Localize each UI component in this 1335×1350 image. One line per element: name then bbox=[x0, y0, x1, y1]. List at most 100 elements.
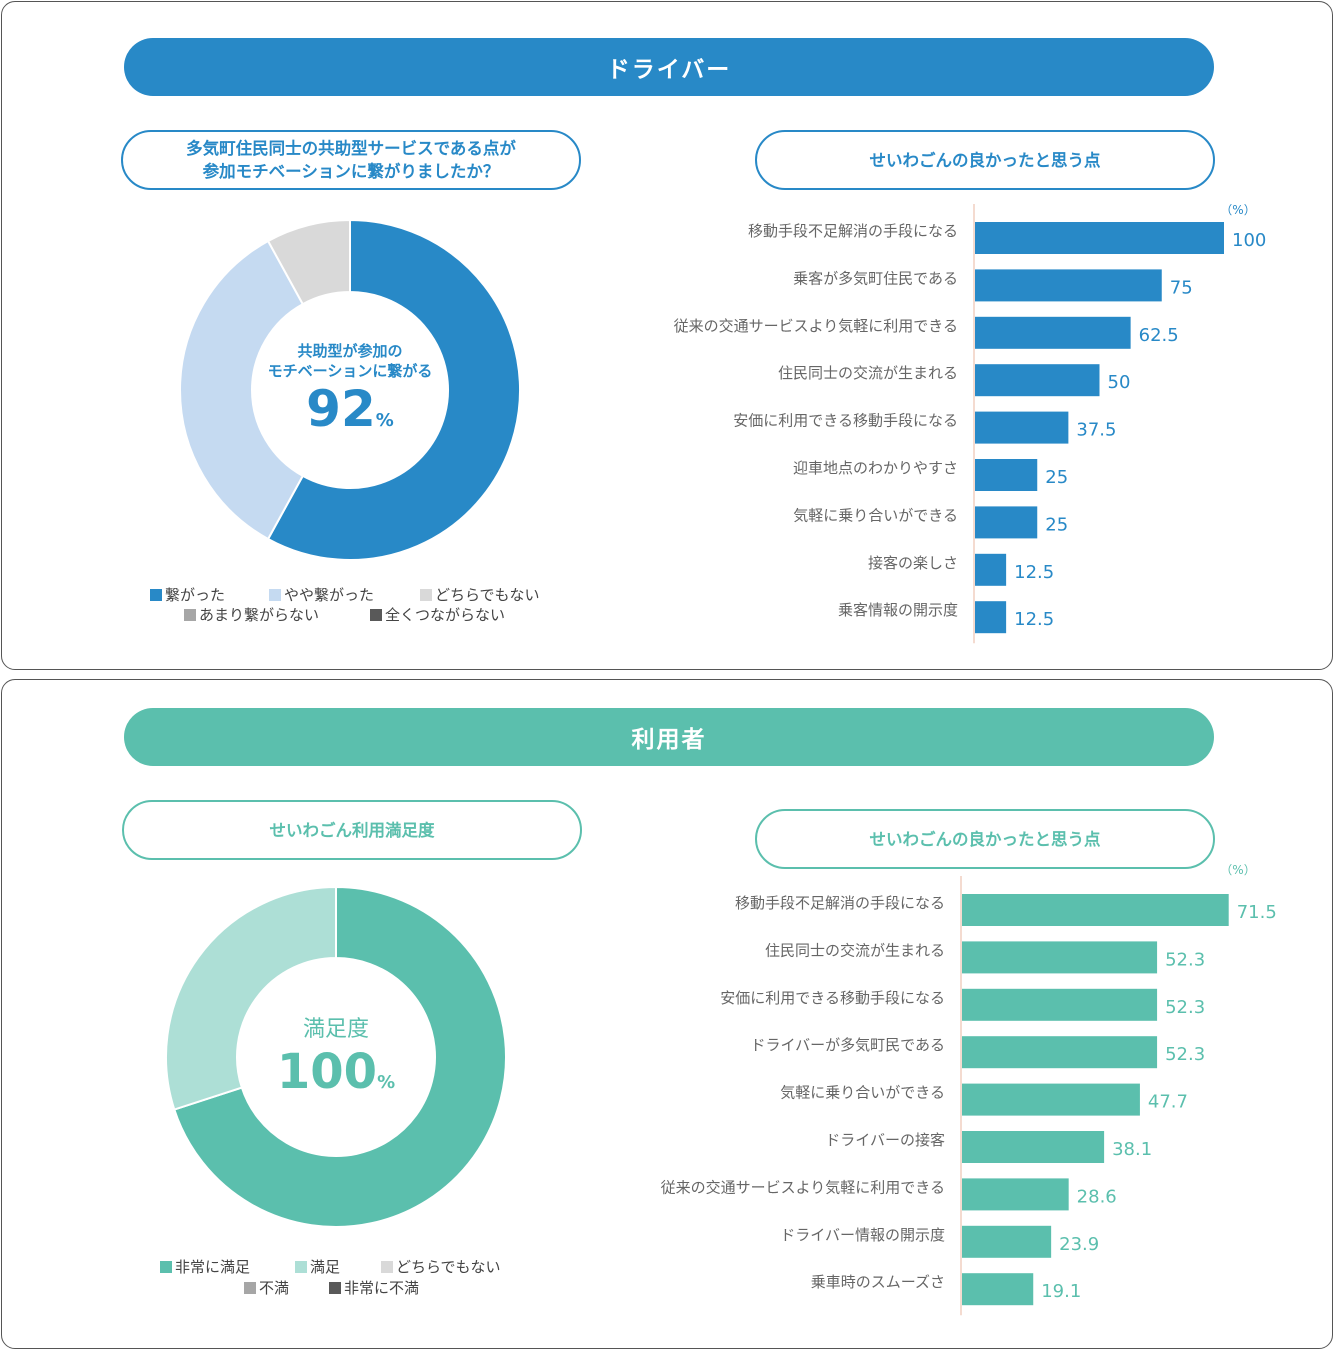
user-value-label-0: 71.5 bbox=[1237, 902, 1277, 923]
legend-item-very-satisfied: 非常に満足 bbox=[160, 1256, 250, 1277]
legend-label: やや繋がった bbox=[284, 586, 375, 604]
user-bar-4 bbox=[962, 1083, 1140, 1116]
driver-value-label-1: 75 bbox=[1170, 277, 1193, 298]
driver-donut-slice-0 bbox=[266, 218, 521, 561]
driver-bar-5 bbox=[975, 459, 1038, 491]
driver-category-label-3: 住民同士の交流が生まれる bbox=[778, 364, 958, 382]
user-donut-slice-0 bbox=[173, 885, 507, 1228]
legend-item-very-dissatisfied: 非常に不満 bbox=[329, 1277, 419, 1298]
driver-bar-2 bbox=[975, 316, 1131, 349]
driver-category-label-6: 気軽に乗り合いができる bbox=[793, 506, 958, 524]
legend-swatch bbox=[329, 1281, 341, 1294]
legend-swatch bbox=[244, 1281, 256, 1294]
driver-pie-title-line2: 参加モチベーションに繋がりましたか？ bbox=[202, 162, 500, 181]
driver-pie-title: 多気町住民同士の共助型サービスである点が 参加モチベーションに繋がりましたか？ bbox=[121, 130, 581, 190]
driver-bar-8 bbox=[975, 601, 1007, 634]
user-category-label-6: 従来の交通サービスより気軽に利用できる bbox=[661, 1178, 945, 1196]
legend-label: 不満 bbox=[259, 1279, 290, 1297]
driver-center-unit: % bbox=[376, 410, 394, 431]
user-value-label-7: 23.9 bbox=[1059, 1234, 1099, 1255]
legend-item-neutral: どちらでもない bbox=[381, 1256, 501, 1277]
legend-swatch bbox=[420, 588, 432, 601]
driver-value-label-3: 50 bbox=[1108, 372, 1131, 393]
driver-donut-slice-1 bbox=[179, 239, 305, 541]
driver-category-label-4: 安価に利用できる移動手段になる bbox=[733, 412, 958, 430]
user-bar-title: せいわごんの良かったと思う点 bbox=[755, 809, 1215, 869]
legend-item-not-much: あまり繋がらない bbox=[184, 604, 319, 625]
driver-bar-title-text: せいわごんの良かったと思う点 bbox=[869, 150, 1101, 170]
user-unit-label: （%） bbox=[1220, 863, 1255, 877]
user-pie-title-text: せいわごん利用満足度 bbox=[269, 820, 435, 840]
legend-label: 非常に満足 bbox=[175, 1258, 251, 1276]
user-value-label-6: 28.6 bbox=[1077, 1186, 1117, 1207]
legend-label: どちらでもない bbox=[396, 1258, 501, 1276]
user-category-label-5: ドライバーの接客 bbox=[825, 1131, 945, 1149]
driver-value-label-7: 12.5 bbox=[1014, 562, 1054, 583]
user-category-label-1: 住民同士の交流が生まれる bbox=[765, 941, 945, 959]
user-category-label-8: 乗車時のスムーズさ bbox=[811, 1273, 945, 1291]
user-bar-1 bbox=[962, 941, 1158, 974]
user-category-label-0: 移動手段不足解消の手段になる bbox=[735, 894, 945, 912]
user-category-label-7: ドライバー情報の開示度 bbox=[780, 1226, 945, 1244]
user-value-label-8: 19.1 bbox=[1041, 1281, 1081, 1302]
legend-label: 全くつながらない bbox=[385, 606, 506, 624]
legend-label: 非常に不満 bbox=[344, 1279, 420, 1297]
driver-donut-slice-2 bbox=[266, 218, 351, 306]
user-banner: 利用者 bbox=[124, 708, 1214, 766]
driver-pie-title-line1: 多気町住民同士の共助型サービスである点が bbox=[186, 139, 516, 158]
driver-bar-7 bbox=[975, 553, 1007, 586]
driver-center-line1: 共助型が参加の bbox=[297, 342, 402, 360]
user-center-value: 100% bbox=[277, 1044, 395, 1100]
user-value-label-4: 47.7 bbox=[1148, 1092, 1188, 1113]
user-bar-8 bbox=[962, 1273, 1034, 1306]
driver-center-number: 92 bbox=[306, 380, 376, 438]
legend-item-satisfied: 満足 bbox=[295, 1256, 340, 1277]
driver-value-label-4: 37.5 bbox=[1076, 420, 1116, 441]
driver-bar-1 bbox=[975, 269, 1162, 302]
legend-swatch bbox=[370, 608, 382, 621]
driver-category-label-0: 移動手段不足解消の手段になる bbox=[748, 222, 958, 240]
legend-swatch bbox=[269, 588, 281, 601]
user-bar-0 bbox=[962, 894, 1229, 926]
legend-swatch bbox=[295, 1260, 307, 1273]
user-value-label-5: 38.1 bbox=[1112, 1139, 1152, 1160]
user-center-unit: % bbox=[377, 1072, 395, 1093]
legend-swatch bbox=[184, 608, 196, 621]
driver-bar-3 bbox=[975, 364, 1100, 397]
driver-category-label-5: 迎車地点のわかりやすさ bbox=[793, 459, 958, 477]
legend-item-connected: 繋がった bbox=[150, 584, 225, 605]
user-bar-6 bbox=[962, 1178, 1069, 1211]
legend-item-dissatisfied: 不満 bbox=[244, 1277, 289, 1298]
driver-category-label-8: 乗客情報の開示度 bbox=[838, 601, 958, 619]
user-value-label-1: 52.3 bbox=[1165, 949, 1205, 970]
user-center-number: 100 bbox=[277, 1044, 377, 1100]
driver-banner: ドライバー bbox=[124, 38, 1214, 96]
legend-label: 満足 bbox=[310, 1258, 341, 1276]
user-category-label-4: 気軽に乗り合いができる bbox=[780, 1084, 945, 1102]
user-center-line1: 満足度 bbox=[303, 1017, 369, 1042]
legend-item-somewhat-connected: やや繋がった bbox=[269, 584, 374, 605]
driver-unit-label: （%） bbox=[1220, 203, 1255, 217]
legend-label: どちらでもない bbox=[435, 586, 540, 604]
user-value-label-2: 52.3 bbox=[1165, 997, 1205, 1018]
driver-center-line2: モチベーションに繋がる bbox=[268, 362, 433, 380]
driver-bar-6 bbox=[975, 506, 1038, 539]
legend-swatch bbox=[381, 1260, 393, 1273]
user-pie-title: せいわごん利用満足度 bbox=[122, 800, 582, 860]
driver-center-value: 92% bbox=[306, 380, 394, 438]
driver-bar-0 bbox=[975, 222, 1224, 254]
driver-bar-title: せいわごんの良かったと思う点 bbox=[755, 130, 1215, 190]
user-category-label-3: ドライバーが多気町民である bbox=[750, 1036, 945, 1054]
driver-value-label-2: 62.5 bbox=[1139, 325, 1179, 346]
driver-category-label-7: 接客の楽しさ bbox=[868, 554, 958, 572]
user-bar-3 bbox=[962, 1036, 1158, 1069]
driver-value-label-5: 25 bbox=[1045, 467, 1068, 488]
driver-value-label-0: 100 bbox=[1232, 230, 1266, 251]
driver-category-label-1: 乗客が多気町住民である bbox=[793, 269, 958, 287]
driver-value-label-6: 25 bbox=[1045, 514, 1068, 535]
legend-item-neutral: どちらでもない bbox=[420, 584, 540, 605]
user-donut-slice-1 bbox=[165, 885, 337, 1111]
